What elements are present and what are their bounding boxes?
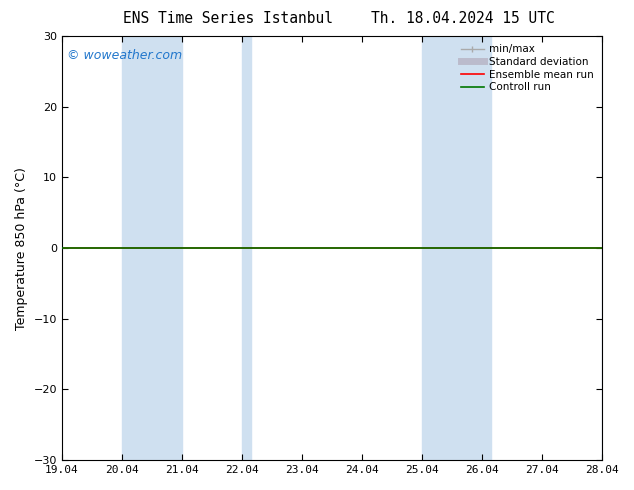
Bar [482,36,491,460]
Text: Th. 18.04.2024 15 UTC: Th. 18.04.2024 15 UTC [371,11,555,26]
Bar [602,36,611,460]
Bar [122,36,182,460]
Y-axis label: Temperature 850 hPa (°C): Temperature 850 hPa (°C) [15,167,28,330]
Text: © woweather.com: © woweather.com [67,49,183,62]
Legend: min/max, Standard deviation, Ensemble mean run, Controll run: min/max, Standard deviation, Ensemble me… [458,41,597,96]
Bar [242,36,251,460]
Bar [422,36,482,460]
Text: ENS Time Series Istanbul: ENS Time Series Istanbul [123,11,333,26]
